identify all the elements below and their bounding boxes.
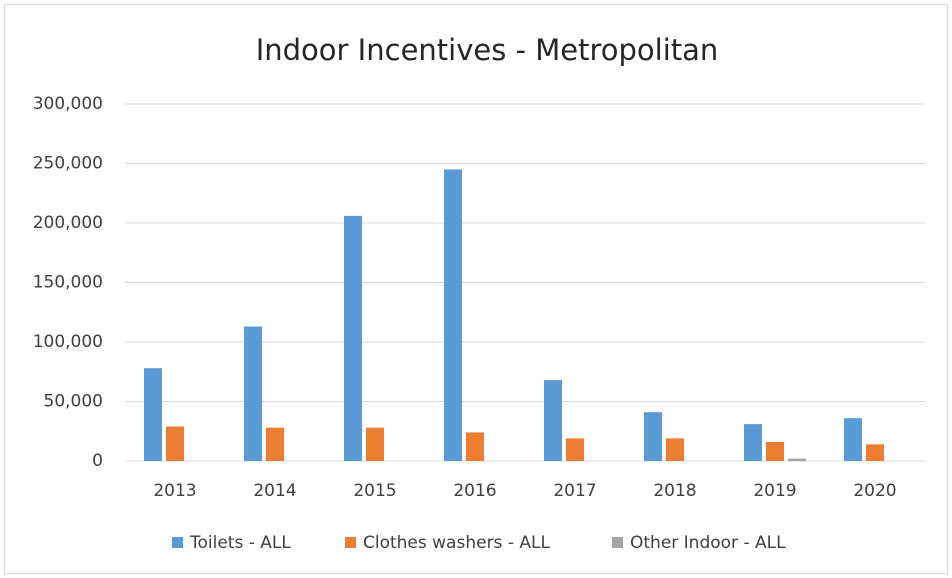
legend-swatch — [172, 537, 183, 548]
bar — [244, 326, 262, 461]
bar — [866, 444, 884, 461]
bar — [444, 169, 462, 461]
y-tick-label: 0 — [92, 451, 103, 471]
bar — [266, 427, 284, 461]
bar — [788, 458, 806, 461]
x-tick-label: 2020 — [853, 481, 896, 501]
bar — [744, 424, 762, 461]
bar — [466, 432, 484, 461]
bar — [166, 426, 184, 461]
chart-title: Indoor Incentives - Metropolitan — [256, 33, 719, 67]
x-tick-label: 2017 — [553, 481, 596, 501]
chart-border — [4, 4, 948, 574]
bar — [566, 438, 584, 461]
y-tick-label: 300,000 — [33, 94, 103, 114]
legend-swatch — [345, 537, 356, 548]
y-tick-label: 50,000 — [44, 392, 103, 412]
x-tick-label: 2015 — [353, 481, 396, 501]
y-tick-label: 100,000 — [33, 332, 103, 352]
bar — [366, 427, 384, 461]
bar — [344, 215, 362, 461]
x-tick-label: 2019 — [753, 481, 796, 501]
legend-label: Clothes washers - ALL — [363, 533, 550, 553]
x-tick-label: 2016 — [453, 481, 496, 501]
bar — [644, 412, 662, 461]
y-tick-label: 250,000 — [33, 154, 103, 174]
bar — [666, 438, 684, 461]
bar — [144, 368, 162, 461]
y-tick-label: 200,000 — [33, 213, 103, 233]
x-tick-label: 2014 — [253, 481, 296, 501]
legend-label: Toilets - ALL — [189, 533, 291, 553]
legend-swatch — [612, 537, 623, 548]
bar — [544, 380, 562, 461]
legend-label: Other Indoor - ALL — [630, 533, 786, 553]
x-tick-label: 2013 — [153, 481, 196, 501]
y-tick-label: 150,000 — [33, 273, 103, 293]
x-tick-label: 2018 — [653, 481, 696, 501]
bar — [844, 418, 862, 461]
bar — [766, 441, 784, 461]
